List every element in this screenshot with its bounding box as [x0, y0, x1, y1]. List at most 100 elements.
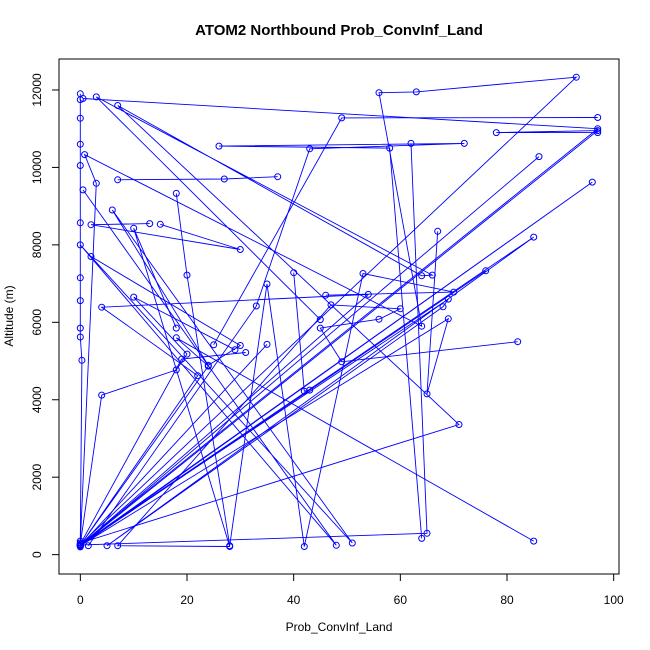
data-point [236, 246, 244, 253]
data-point [183, 350, 191, 358]
chart-title: ATOM2 Northbound Prob_ConvInf_Land [195, 22, 483, 39]
series-line [87, 142, 465, 546]
data-point [588, 178, 596, 186]
data-point [76, 140, 84, 148]
data-point [130, 293, 138, 301]
data-point [530, 233, 538, 241]
data-point [460, 139, 468, 147]
data-point [81, 151, 89, 159]
y-tick-label: 6000 [30, 309, 44, 336]
data-point [327, 301, 335, 309]
data-point [300, 543, 308, 550]
data-point [156, 220, 164, 228]
data-point [92, 93, 100, 101]
data-point [514, 338, 522, 346]
data-point [594, 125, 602, 133]
data-point [450, 288, 458, 296]
data-point [274, 173, 282, 181]
series-line [79, 76, 599, 545]
data-point [375, 89, 383, 97]
data-point [76, 241, 84, 249]
x-tick-label: 60 [394, 593, 408, 607]
data-point [242, 349, 250, 356]
data-point [412, 88, 420, 96]
data-point [79, 95, 87, 102]
data-point [423, 390, 431, 398]
data-point [322, 291, 330, 299]
data-point [348, 539, 356, 547]
y-tick-label: 0 [30, 551, 44, 558]
data-point [306, 386, 314, 394]
series-line [80, 156, 593, 547]
data-point [407, 139, 415, 147]
data-point [231, 346, 239, 354]
series-line [79, 189, 353, 546]
data-point [92, 179, 100, 187]
data-point [594, 129, 602, 137]
series-line [175, 193, 454, 547]
y-tick-label: 12000 [30, 73, 44, 107]
data-point [482, 267, 490, 275]
data-point [87, 221, 95, 229]
data-point [418, 534, 426, 542]
y-tick-label: 2000 [30, 464, 44, 491]
data-point [194, 372, 202, 380]
data-point [172, 366, 180, 374]
data-point [423, 529, 431, 537]
data-point [114, 102, 122, 109]
data-point [114, 542, 122, 550]
data-point [338, 114, 346, 122]
x-tick-label: 80 [500, 593, 514, 607]
data-point [359, 270, 367, 277]
data-point [252, 302, 260, 310]
data-point [316, 316, 324, 324]
data-point [76, 219, 84, 227]
data-point [444, 295, 452, 303]
data-point [84, 542, 92, 550]
data-point [76, 324, 84, 332]
data-point [386, 144, 394, 152]
data-point [76, 333, 84, 341]
data-point [204, 362, 212, 370]
data-point [210, 341, 218, 349]
data-point [455, 421, 463, 428]
data-point [183, 271, 191, 279]
data-point [418, 322, 426, 330]
data-point [594, 127, 602, 135]
x-axis-label: Prob_ConvInf_Land [286, 620, 393, 634]
data-point [434, 227, 442, 235]
series-line [80, 231, 486, 547]
data-point [103, 542, 111, 550]
data-point [338, 358, 346, 366]
plot-points [76, 73, 602, 551]
x-tick-label: 20 [180, 593, 194, 607]
data-point [87, 253, 95, 260]
data-point [130, 224, 138, 232]
plot-lines [78, 76, 600, 547]
y-axis-label: Altitude (m) [2, 285, 16, 346]
series-line [117, 176, 278, 181]
series-line [79, 93, 83, 547]
x-axis: 0 20 40 60 80 100 [77, 573, 624, 607]
data-point [78, 356, 86, 364]
data-point [172, 189, 180, 197]
x-tick-label: 40 [287, 593, 301, 607]
data-point [215, 142, 223, 150]
data-point [108, 206, 116, 214]
series-line [213, 117, 598, 346]
data-point [114, 176, 122, 184]
data-point [290, 269, 298, 277]
data-point [418, 272, 426, 280]
data-point [236, 342, 244, 349]
data-point [444, 315, 452, 323]
data-point [146, 220, 154, 228]
data-point [76, 541, 84, 549]
data-point [76, 297, 84, 305]
series-line [79, 293, 534, 547]
data-point [263, 280, 271, 288]
data-point [263, 340, 271, 348]
plot-frame [58, 58, 620, 575]
data-point [396, 305, 404, 313]
data-point [535, 153, 543, 161]
